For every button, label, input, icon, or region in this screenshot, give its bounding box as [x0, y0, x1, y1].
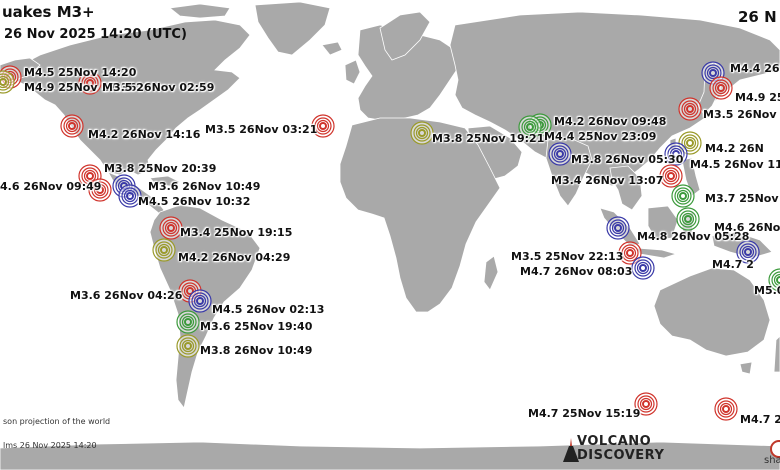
- quake-marker[interactable]: [159, 216, 183, 240]
- quake-label[interactable]: M3.7 25Nov 16: [705, 192, 780, 205]
- quake-label[interactable]: M3.8 25Nov 19:21: [432, 132, 545, 145]
- quake-markers: [0, 61, 780, 421]
- quake-label[interactable]: M4.9 25Nov 17:36: [24, 81, 137, 94]
- quake-label[interactable]: M4.2 26Nov 09:48: [554, 115, 667, 128]
- quake-marker[interactable]: [0, 70, 15, 94]
- quake-marker[interactable]: [518, 115, 542, 139]
- quake-label[interactable]: M4.4 26N: [730, 62, 780, 75]
- quake-label[interactable]: M4.8 26Nov 05:28: [637, 230, 750, 243]
- indochina-landmass: [609, 165, 643, 211]
- quake-label[interactable]: M4.2 26N: [705, 142, 764, 155]
- share-text[interactable]: sha: [764, 455, 780, 466]
- europe-landmass: [357, 24, 461, 123]
- timestamp-note: lms 26 Nov 2025 14:20: [3, 441, 97, 450]
- quake-label[interactable]: M3.8 26Nov 10:49: [200, 344, 313, 357]
- new-zealand-landmass: [773, 335, 780, 373]
- quake-marker[interactable]: [634, 392, 658, 416]
- quake-marker[interactable]: [714, 397, 738, 421]
- volcano-discovery-logo[interactable]: VOLCANO DISCOVERY: [563, 434, 665, 464]
- quake-marker[interactable]: [152, 238, 176, 262]
- philippines-landmass: [681, 157, 701, 197]
- quake-label[interactable]: M3.8 26Nov 05:30: [571, 153, 684, 166]
- quake-label[interactable]: M3.5 26Nov 02:59: [102, 81, 215, 94]
- quake-label[interactable]: M3.4 25Nov 19:15: [180, 226, 293, 239]
- british-isles-landmass: [344, 59, 361, 85]
- map-title: uakes M3+: [2, 3, 95, 21]
- quake-label[interactable]: M4.6 26Nov: [714, 221, 780, 234]
- quake-label[interactable]: M4.7 25Nov 15:19: [528, 407, 641, 420]
- quake-marker[interactable]: [188, 289, 212, 313]
- logo-text-discovery: DISCOVERY: [577, 448, 665, 463]
- quake-marker[interactable]: [176, 310, 200, 334]
- quake-label[interactable]: M3.4 26Nov 13:07: [551, 174, 664, 187]
- greenland-landmass: [254, 1, 331, 56]
- quake-label[interactable]: M3.6 26Nov 10:49: [148, 180, 261, 193]
- quake-marker[interactable]: [631, 256, 655, 280]
- quake-label[interactable]: M4.5 26Nov 11: [690, 158, 780, 171]
- arctic-islands-landmass: [169, 3, 231, 19]
- quake-marker[interactable]: [118, 184, 142, 208]
- scandinavia-landmass: [379, 11, 431, 61]
- quake-label[interactable]: M5.0: [754, 284, 780, 297]
- volcano-icon: [563, 438, 579, 462]
- quake-label[interactable]: M4.4 25Nov 23:09: [544, 130, 657, 143]
- quake-marker[interactable]: [88, 178, 112, 202]
- africa-landmass: [339, 117, 501, 313]
- quake-marker[interactable]: [671, 184, 695, 208]
- quake-label[interactable]: M4.7 2: [740, 413, 780, 426]
- map-title-right: 26 N: [738, 8, 777, 26]
- quake-marker[interactable]: [606, 216, 630, 240]
- quake-label[interactable]: M3.8 25Nov 20:39: [104, 162, 217, 175]
- cuba-landmass: [149, 175, 181, 187]
- quake-marker[interactable]: [78, 71, 102, 95]
- projection-note: son projection of the world: [3, 417, 111, 426]
- quake-label[interactable]: 4.6 26Nov 09:49: [0, 180, 102, 193]
- quake-label[interactable]: M3.6 26Nov 04:26: [70, 289, 183, 302]
- quake-label[interactable]: M4.7 2: [712, 258, 754, 271]
- antarctica-landmass: [0, 441, 780, 470]
- quake-label[interactable]: M4.5 25Nov 14:20: [24, 66, 137, 79]
- quake-marker[interactable]: [618, 241, 642, 265]
- quake-marker[interactable]: [410, 121, 434, 145]
- quake-marker[interactable]: [176, 334, 200, 358]
- quake-label[interactable]: M3.5 25Nov 22:13: [511, 250, 624, 263]
- quake-marker[interactable]: [709, 76, 733, 100]
- quake-marker[interactable]: [678, 97, 702, 121]
- borneo-landmass: [647, 205, 679, 241]
- quake-label[interactable]: M4.5 26Nov 02:13: [212, 303, 325, 316]
- quake-marker[interactable]: [60, 114, 84, 138]
- iceland-landmass: [321, 41, 343, 56]
- quake-marker[interactable]: [768, 268, 780, 292]
- quake-marker[interactable]: [736, 240, 760, 264]
- quake-label[interactable]: M4.7 26Nov 08:03: [520, 265, 633, 278]
- share-icon[interactable]: [770, 440, 780, 458]
- map-subtitle: 26 Nov 2025 14:20 (UTC): [4, 27, 187, 42]
- quake-marker[interactable]: [548, 142, 572, 166]
- quake-marker[interactable]: [659, 164, 683, 188]
- madagascar-landmass: [483, 255, 499, 291]
- tasmania-landmass: [739, 361, 753, 375]
- asia-landmass: [449, 11, 780, 187]
- quake-marker[interactable]: [311, 114, 335, 138]
- quake-label[interactable]: M4.2 26Nov 04:29: [178, 251, 291, 264]
- quake-label[interactable]: M4.5 26Nov 10:32: [138, 195, 251, 208]
- quake-marker[interactable]: [664, 142, 688, 166]
- quake-label[interactable]: M3.5 26Nov 1: [703, 108, 780, 121]
- quake-label[interactable]: M3.6 25Nov 19:40: [200, 320, 313, 333]
- australia-landmass: [653, 267, 771, 357]
- logo-text-volcano: VOLCANO: [577, 434, 652, 449]
- quake-label[interactable]: M3.5 26Nov 03:21: [205, 123, 318, 136]
- quake-label[interactable]: M4.2 26Nov 14:16: [88, 128, 201, 141]
- quake-label[interactable]: M4.9 25: [735, 91, 780, 104]
- quake-marker[interactable]: [676, 207, 700, 231]
